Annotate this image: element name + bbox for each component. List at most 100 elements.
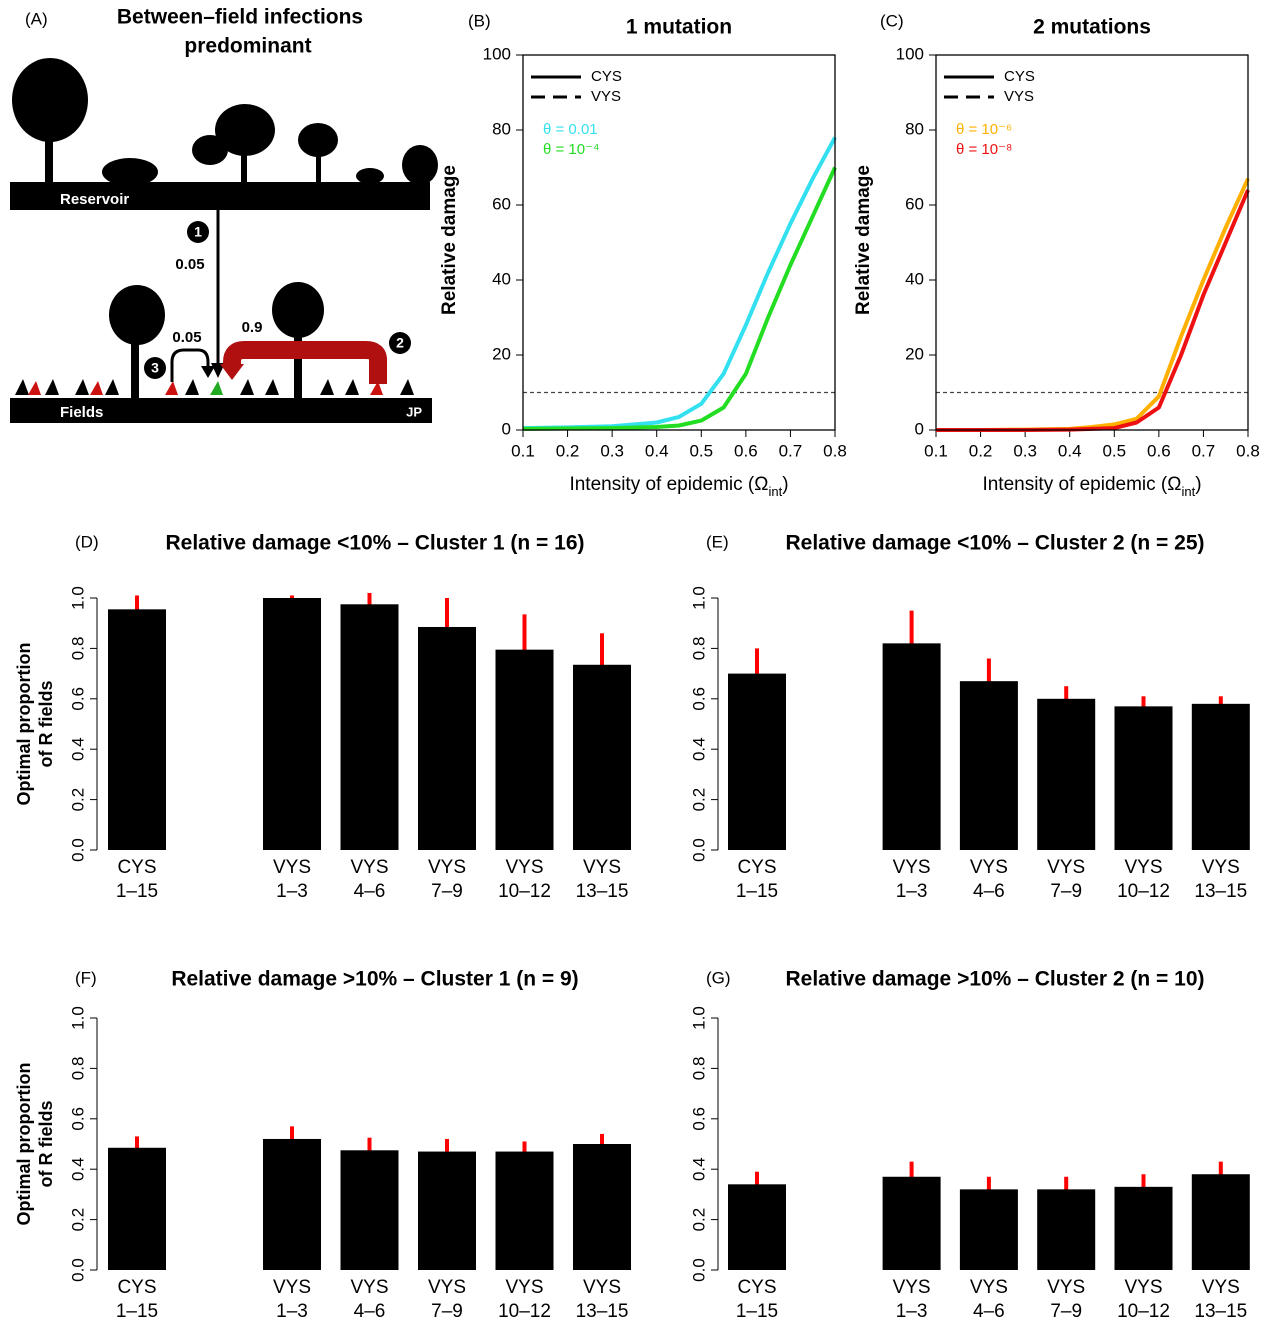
step-marker xyxy=(144,357,166,379)
rate-label: 0.9 xyxy=(242,319,263,336)
y-tick-label: 0.2 xyxy=(689,788,708,812)
x-tick-label: VYS xyxy=(428,857,466,878)
reservoir-trees xyxy=(12,58,438,186)
x-tick-label: 0.6 xyxy=(1147,441,1171,460)
step-number: 3 xyxy=(151,360,159,376)
y-tick-label: 60 xyxy=(492,194,511,213)
x-tick-label: 0.8 xyxy=(1236,441,1260,460)
x-tick-label: VYS xyxy=(350,857,388,878)
legend-label: θ = 10⁻⁶ xyxy=(956,121,1012,138)
y-tick-label: 0.8 xyxy=(689,1057,708,1081)
x-tick-label: CYS xyxy=(117,1277,156,1298)
x-tick-label: 1–15 xyxy=(116,1301,158,1322)
bar xyxy=(1037,698,1096,850)
series-line xyxy=(522,166,837,431)
x-tick-label: 1–3 xyxy=(276,1301,308,1322)
arrowhead xyxy=(220,364,244,380)
panel-a: (A) Between–field infections predominant… xyxy=(10,6,438,423)
y-tick-label: 1.0 xyxy=(689,586,708,610)
x-tick-label: 0.8 xyxy=(823,441,847,460)
x-tick-label: 10–12 xyxy=(498,1301,551,1322)
y-tick-label: 0 xyxy=(915,419,924,438)
x-axis-label-part: Intensity of epidemic (Ω xyxy=(982,474,1181,495)
field-trees xyxy=(109,282,324,400)
step-number: 2 xyxy=(396,335,404,351)
x-axis-label: Intensity of epidemic (Ωint) xyxy=(982,474,1201,499)
x-tick-label: 0.7 xyxy=(779,441,803,460)
y-tick-label: 80 xyxy=(905,119,924,138)
x-tick-label: 0.1 xyxy=(924,441,948,460)
x-tick-label: 7–9 xyxy=(1050,1301,1082,1322)
bar xyxy=(1037,1189,1096,1270)
bar xyxy=(959,1189,1018,1270)
x-tick-label: 10–12 xyxy=(1117,881,1170,902)
rate-label: 0.05 xyxy=(172,329,201,346)
x-tick-label: 10–12 xyxy=(1117,1301,1170,1322)
plot-frame xyxy=(522,54,836,431)
step-number: 1 xyxy=(194,224,202,240)
x-tick-label: VYS xyxy=(428,1277,466,1298)
x-tick-label: VYS xyxy=(893,857,931,878)
x-tick-label: 0.5 xyxy=(689,441,713,460)
series-line xyxy=(522,136,837,431)
x-tick-label: 13–15 xyxy=(1194,1301,1247,1322)
chart-title: Relative damage <10% – Cluster 2 (n = 25… xyxy=(785,532,1204,555)
bar xyxy=(959,681,1018,850)
y-tick-label: 0.4 xyxy=(689,737,708,761)
y-tick-label: 0.8 xyxy=(68,637,87,661)
y-tick-label: 1.0 xyxy=(68,586,87,610)
y-axis-label: Optimal proportion xyxy=(14,1063,34,1226)
bar xyxy=(263,1138,321,1270)
x-tick-label: VYS xyxy=(1124,857,1162,878)
rate-label: 0.05 xyxy=(175,256,204,273)
x-tick-label: 0.2 xyxy=(969,441,993,460)
plot-frame xyxy=(935,54,1249,431)
x-tick-label: VYS xyxy=(273,1277,311,1298)
reservoir-ground xyxy=(10,182,430,210)
x-tick-label: VYS xyxy=(583,1277,621,1298)
y-tick-label: 0.6 xyxy=(689,687,708,711)
y-tick-label: 0.4 xyxy=(689,1157,708,1181)
x-tick-label: 0.6 xyxy=(734,441,758,460)
y-tick-label: 0.0 xyxy=(689,1258,708,1282)
panel-title: predominant xyxy=(184,35,311,58)
x-tick-label: VYS xyxy=(350,1277,388,1298)
x-axis-label: Intensity of epidemic (Ωint) xyxy=(569,474,788,499)
x-tick-label: CYS xyxy=(737,1277,776,1298)
x-tick-label: VYS xyxy=(970,1277,1008,1298)
between-field-arrow xyxy=(223,341,387,384)
y-tick-label: 0.2 xyxy=(68,1208,87,1232)
x-tick-label: VYS xyxy=(893,1277,931,1298)
y-axis-label: Relative damage xyxy=(439,165,460,315)
x-tick-label: 1–15 xyxy=(116,881,158,902)
plants xyxy=(15,379,414,395)
legend-label: VYS xyxy=(591,88,621,105)
y-axis-label: of R fields xyxy=(36,1100,56,1187)
x-tick-label: 7–9 xyxy=(431,881,463,902)
bar xyxy=(108,1147,166,1270)
x-axis-label-part: Intensity of epidemic (Ω xyxy=(569,474,768,495)
panel-label: (F) xyxy=(75,968,97,987)
x-tick-label: 0.4 xyxy=(1058,441,1082,460)
x-tick-label: 1–3 xyxy=(276,881,308,902)
y-tick-label: 0.0 xyxy=(68,838,87,862)
y-tick-label: 0.2 xyxy=(68,788,87,812)
panel-label: (D) xyxy=(75,532,99,551)
legend-label: CYS xyxy=(1004,68,1035,85)
x-tick-label: VYS xyxy=(1047,1277,1085,1298)
bar xyxy=(1114,1186,1173,1270)
y-tick-label: 1.0 xyxy=(68,1006,87,1030)
bar xyxy=(263,598,321,850)
local-arrow xyxy=(170,348,210,382)
chart-title: 1 mutation xyxy=(626,16,732,39)
panel-label: (A) xyxy=(25,9,48,28)
bar xyxy=(882,643,941,850)
x-tick-label: 1–3 xyxy=(896,1301,928,1322)
y-tick-label: 100 xyxy=(483,44,511,63)
x-axis-label-part: ) xyxy=(782,474,788,495)
x-tick-label: VYS xyxy=(1124,1277,1162,1298)
x-tick-label: 1–15 xyxy=(736,1301,778,1322)
x-tick-label: CYS xyxy=(737,857,776,878)
x-axis-label-sub: int xyxy=(768,484,782,499)
y-tick-label: 80 xyxy=(492,119,511,138)
